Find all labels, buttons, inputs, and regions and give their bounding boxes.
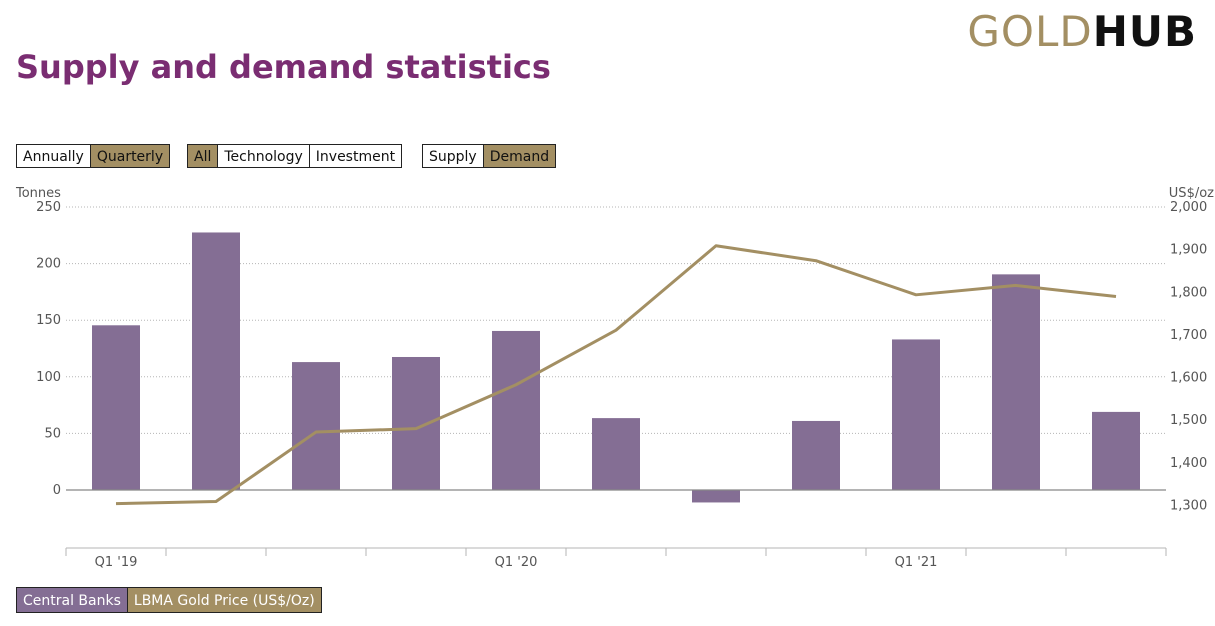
flow-toggle-group: Supply Demand	[422, 144, 557, 168]
y-right-tick-label: 1,800	[1170, 285, 1207, 300]
y-axis-left-label: Tonnes	[15, 186, 61, 201]
y-right-tick-label: 1,500	[1170, 413, 1207, 428]
bar-central-banks	[792, 420, 840, 490]
bar-central-banks	[992, 274, 1040, 490]
y-left-tick-label: 50	[44, 426, 61, 441]
demand-button[interactable]: Demand	[482, 144, 557, 168]
y-axis-right-label: US$/oz	[1169, 186, 1214, 201]
bar-central-banks	[392, 356, 440, 490]
bar-central-banks	[92, 325, 140, 490]
x-tick-label: Q1 '20	[495, 555, 538, 570]
x-tick-label: Q1 '19	[95, 555, 138, 570]
bar-central-banks	[892, 339, 940, 490]
y-right-tick-label: 1,400	[1170, 456, 1207, 471]
y-left-tick-label: 100	[36, 370, 61, 385]
gold-price-line-series	[115, 244, 1117, 506]
sector-toggle-group: All Technology Investment	[187, 144, 403, 168]
y-axis-right-ticks: 1,300 1,400 1,500 1,600 1,700 1,800 1,900 2,000	[1170, 200, 1207, 513]
all-button[interactable]: All	[187, 144, 219, 168]
period-toggle-group: Annually Quarterly	[16, 144, 171, 168]
supply-button[interactable]: Supply	[422, 144, 484, 168]
technology-button[interactable]: Technology	[217, 144, 310, 168]
y-axis-left-ticks: 0 50 100 150 200 250	[36, 200, 61, 498]
bar-central-banks	[1092, 411, 1140, 490]
bar-central-banks	[692, 490, 740, 503]
y-left-tick-label: 0	[53, 483, 61, 498]
goldhub-logo: GOLDHUB	[967, 8, 1197, 56]
y-right-tick-label: 1,300	[1170, 498, 1207, 513]
x-tick-label: Q1 '21	[895, 555, 938, 570]
y-right-tick-label: 1,700	[1170, 328, 1207, 343]
central-banks-bars	[92, 232, 1140, 503]
logo-hub-text: HUB	[1092, 7, 1197, 56]
y-right-tick-label: 1,900	[1170, 243, 1207, 258]
line-gold-price	[115, 244, 1117, 506]
legend-gold-price[interactable]: LBMA Gold Price (US$/Oz)	[126, 587, 322, 613]
investment-button[interactable]: Investment	[308, 144, 403, 168]
bar-central-banks	[192, 232, 240, 490]
y-right-tick-label: 1,600	[1170, 371, 1207, 386]
bar-central-banks	[492, 330, 540, 490]
supply-demand-chart: Tonnes US$/oz 0 50 100 150 200 250 1,300 1,400…	[15, 186, 1214, 570]
bar-central-banks	[292, 362, 340, 490]
y-left-tick-label: 200	[36, 257, 61, 272]
x-axis: Q1 '19 Q1 '20 Q1 '21	[65, 547, 1167, 570]
annually-button[interactable]: Annually	[16, 144, 91, 168]
quarterly-button[interactable]: Quarterly	[89, 144, 171, 168]
chart-legend: Central Banks LBMA Gold Price (US$/Oz)	[16, 587, 322, 613]
legend-central-banks[interactable]: Central Banks	[16, 587, 128, 613]
bar-central-banks	[592, 418, 640, 490]
y-right-tick-label: 2,000	[1170, 200, 1207, 215]
y-left-tick-label: 250	[36, 200, 61, 215]
y-left-tick-label: 150	[36, 313, 61, 328]
page-title: Supply and demand statistics	[16, 48, 551, 86]
logo-gold-text: GOLD	[967, 7, 1093, 56]
